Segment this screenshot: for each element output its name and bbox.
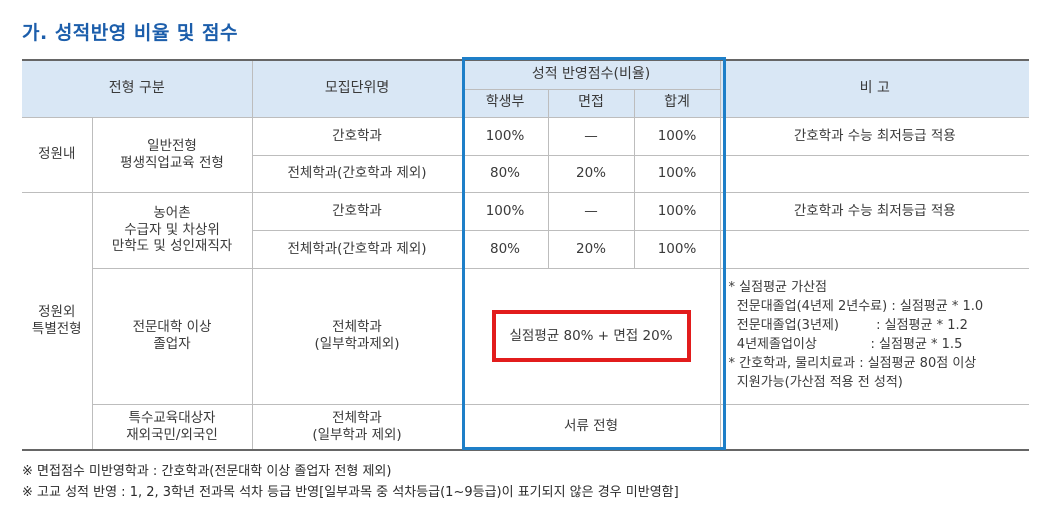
category-regular: 정원내 — [22, 116, 93, 193]
interview-cell: 20% — [547, 229, 635, 269]
school-cell: 80% — [461, 229, 549, 269]
header-total: 합계 — [633, 88, 721, 118]
total-cell: 100% — [633, 116, 721, 156]
unit-cell: 전체학과(간호학과 제외) — [252, 154, 463, 193]
remark-cell — [719, 154, 1030, 193]
interview-cell: — — [547, 191, 635, 231]
header-school: 학생부 — [462, 88, 549, 118]
remark-cell — [719, 229, 1030, 269]
school-cell: 100% — [461, 191, 549, 231]
unit-cell: 전체학과 (일부학과 제외) — [251, 403, 463, 451]
footnotes: ※ 면접점수 미반영학과 : 간호학과(전문대학 이상 졸업자 전형 제외) ※… — [22, 462, 679, 504]
remark-line: 전문대졸업(3년제) : 실점평균 * 1.2 — [728, 318, 968, 334]
unit-cell: 간호학과 — [251, 116, 463, 156]
footnote: ※ 면접점수 미반영학과 : 간호학과(전문대학 이상 졸업자 전형 제외) — [22, 464, 392, 479]
type-graduate: 전문대학 이상 졸업자 — [92, 267, 253, 405]
school-cell: 100% — [461, 116, 549, 156]
interview-cell: 20% — [547, 154, 635, 193]
school-cell: 80% — [461, 154, 549, 193]
header-type: 전형 구분 — [22, 59, 253, 118]
interview-cell: — — [547, 116, 635, 156]
type-general: 일반전형 평생직업교육 전형 — [91, 116, 253, 193]
remark-line: 지원가능(가산점 적용 전 성적) — [728, 374, 903, 390]
header-score-group: 성적 반영점수(비율) — [461, 59, 721, 90]
score-ratio-table: 전형 구분 모집단위명 성적 반영점수(비율) 비 고 학생부 면접 합계 정원… — [22, 59, 1030, 451]
remark-line: 4년제졸업이상 : 실점평균 * 1.5 — [728, 337, 963, 352]
remark-cell — [719, 403, 1030, 451]
score-cell: 서류 전형 — [461, 403, 721, 451]
unit-cell: 전체학과 (일부학과제외) — [251, 267, 463, 405]
total-cell: 100% — [633, 229, 721, 269]
unit-cell: 전체학과(간호학과 제외) — [252, 229, 463, 269]
header-remark: 비 고 — [719, 59, 1030, 118]
remark-cell: 간호학과 수능 최저등급 적용 — [719, 116, 1030, 156]
highlighted-score: 실점평균 80% + 면접 20% — [491, 309, 691, 363]
remark-line: 전문대졸업(4년제 2년수료) : 실점평균 * 1.0 — [728, 299, 984, 315]
header-interview: 면접 — [547, 88, 635, 118]
type-special-edu: 특수교육대상자 재외국민/외국인 — [92, 403, 253, 451]
score-cell: 실점평균 80% + 면접 20% — [461, 267, 721, 405]
remark-line: * 실점평균 가산점 — [728, 280, 828, 296]
remark-bonus-notes: * 실점평균 가산점 전문대졸업(4년제 2년수료) : 실점평균 * 1.0 … — [719, 267, 1030, 405]
type-rural: 농어촌 수급자 및 차상위 만학도 및 성인재직자 — [91, 191, 253, 269]
unit-cell: 간호학과 — [251, 191, 463, 231]
total-cell: 100% — [633, 191, 721, 231]
remark-line: * 간호학과, 물리치료과 : 실점평균 80점 이상 — [728, 355, 977, 371]
section-title: 가. 성적반영 비율 및 점수 — [22, 22, 238, 44]
remark-cell: 간호학과 수능 최저등급 적용 — [719, 191, 1030, 231]
footnote: ※ 고교 성적 반영 : 1, 2, 3학년 전과목 석차 등급 반영[일부과목… — [22, 484, 679, 500]
total-cell: 100% — [633, 154, 721, 193]
header-unit: 모집단위명 — [251, 59, 463, 118]
category-special: 정원외 특별전형 — [22, 191, 93, 451]
